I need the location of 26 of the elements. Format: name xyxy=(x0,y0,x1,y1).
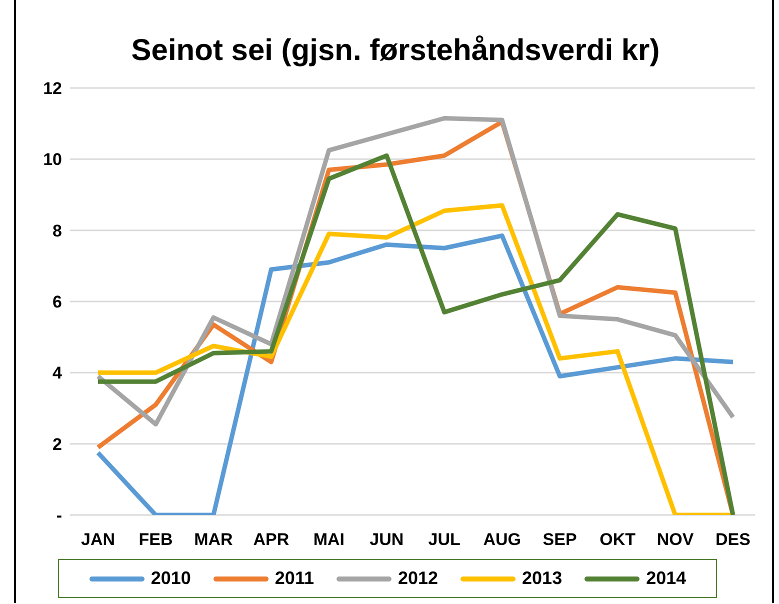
y-tick-label: 4 xyxy=(52,364,63,383)
y-tick-label: 10 xyxy=(43,150,62,170)
x-tick-label: OKT xyxy=(600,530,636,550)
x-tick-label: MAR xyxy=(194,530,233,550)
legend-label: 2012 xyxy=(398,568,438,589)
y-tick-label: - xyxy=(56,506,62,526)
x-tick-label: JUL xyxy=(428,530,460,550)
y-tick-label: 12 xyxy=(43,79,62,98)
legend-label: 2010 xyxy=(150,568,191,589)
x-tick-label: NOV xyxy=(656,530,694,550)
x-tick-label: DES xyxy=(716,530,750,550)
y-tick-label: 8 xyxy=(52,221,62,240)
y-tick-label: 6 xyxy=(52,292,62,312)
x-tick-label: FEB xyxy=(138,530,173,550)
legend-label: 2011 xyxy=(274,568,314,589)
chart-title: Seinot sei (gjsn. førstehåndsverdi kr) xyxy=(130,34,661,68)
y-tick-label: 2 xyxy=(52,434,62,454)
x-tick-label: JAN xyxy=(80,530,116,550)
x-tick-label: SEP xyxy=(542,530,577,550)
line-series xyxy=(96,116,736,427)
x-tick-label: AUG xyxy=(483,530,521,550)
x-tick-label: MAI xyxy=(313,530,344,550)
legend-label: 2014 xyxy=(646,568,686,589)
x-tick-label: APR xyxy=(253,530,290,550)
x-tick-label: JUN xyxy=(370,530,404,550)
legend-label: 2013 xyxy=(522,568,562,589)
